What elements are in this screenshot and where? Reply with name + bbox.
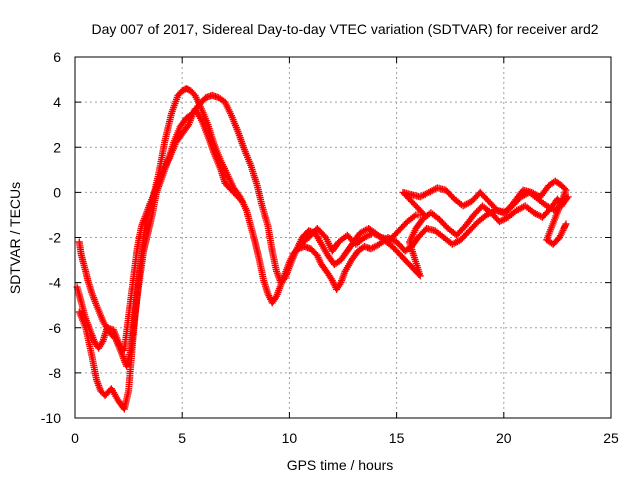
y-tick-label: -6 bbox=[49, 320, 62, 336]
chart-title: Day 007 of 2017, Sidereal Day-to-day VTE… bbox=[91, 21, 598, 37]
axis-ticks: 0 5 10 15 20 25 -10 -8 -6 -4 -2 0 2 4 6 bbox=[41, 49, 619, 446]
x-tick-label: 15 bbox=[389, 430, 405, 446]
y-tick-label: -2 bbox=[49, 230, 62, 246]
y-tick-label: -10 bbox=[41, 410, 61, 426]
y-tick-label: -8 bbox=[49, 365, 62, 381]
y-tick-label: 0 bbox=[53, 184, 61, 200]
x-tick-label: 20 bbox=[496, 430, 512, 446]
x-tick-label: 0 bbox=[71, 430, 79, 446]
x-tick-label: 10 bbox=[282, 430, 298, 446]
y-tick-label: 2 bbox=[53, 139, 61, 155]
series-markers bbox=[75, 91, 570, 370]
y-tick-label: 4 bbox=[53, 94, 61, 110]
series-markers bbox=[296, 177, 570, 255]
series-track-4 bbox=[296, 177, 570, 255]
series-track-3 bbox=[75, 91, 570, 370]
y-tick-label: 6 bbox=[53, 49, 61, 65]
data-points bbox=[73, 85, 572, 413]
x-axis-label: GPS time / hours bbox=[287, 457, 394, 473]
x-tick-label: 5 bbox=[178, 430, 186, 446]
y-axis-label: SDTVAR / TECUs bbox=[7, 182, 23, 294]
x-tick-label: 25 bbox=[603, 430, 619, 446]
y-tick-label: -4 bbox=[49, 275, 62, 291]
